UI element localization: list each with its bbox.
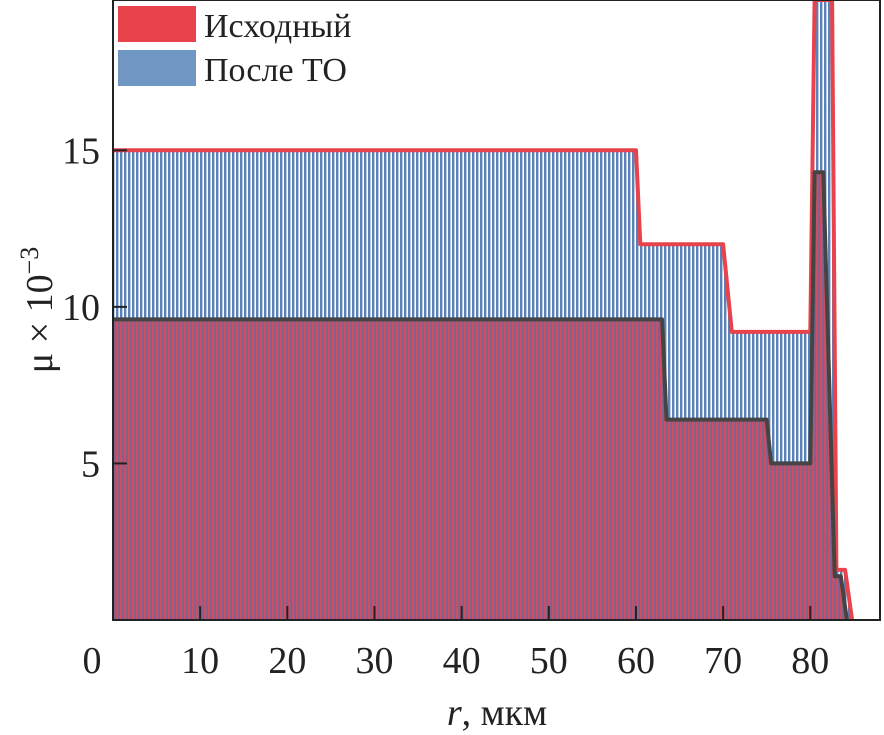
series-after-treatment-line: [113, 170, 849, 621]
x-tick-label: 50: [530, 640, 568, 682]
x-tick-label: 0: [83, 640, 102, 682]
legend-swatch-original: [118, 6, 196, 42]
plot-frame: [112, 0, 881, 621]
legend-label-original: Исходный: [204, 8, 351, 45]
y-axis-label: μ × 10: [19, 274, 61, 373]
x-axis-unit: , мкм: [462, 692, 548, 734]
x-tick-label: 20: [268, 640, 306, 682]
x-axis-title: r, мкм: [447, 692, 547, 734]
y-tick-label: 10: [62, 287, 100, 329]
y-axis-exponent: −3: [15, 247, 44, 275]
x-tick-label: 60: [617, 640, 655, 682]
legend: Исходный После ТО: [118, 6, 351, 89]
x-axis-var: r: [447, 692, 462, 734]
series-layer: [113, 0, 855, 621]
legend-swatch-after-treatment: [118, 50, 196, 86]
x-tick-label: 10: [181, 640, 219, 682]
x-tick-label: 40: [443, 640, 481, 682]
series-after-treatment-area: [113, 172, 847, 620]
y-axis-ticks: 5 10 15: [62, 130, 127, 485]
x-axis-ticks: 0 10 20 30 40 50 60 70 80: [83, 606, 829, 682]
x-tick-label: 80: [791, 640, 829, 682]
x-tick-label: 30: [355, 640, 393, 682]
y-tick-label: 15: [62, 130, 100, 172]
legend-label-after-treatment: После ТО: [204, 52, 347, 89]
y-tick-label: 5: [81, 443, 100, 485]
y-axis-title: μ × 10−3: [15, 247, 61, 373]
x-tick-label: 70: [704, 640, 742, 682]
